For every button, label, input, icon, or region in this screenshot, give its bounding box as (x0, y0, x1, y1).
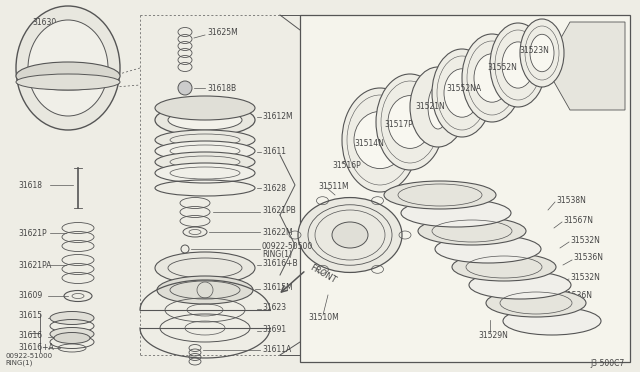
Text: 31538N: 31538N (556, 196, 586, 205)
Text: 31532N: 31532N (570, 273, 600, 282)
Ellipse shape (435, 235, 541, 263)
Ellipse shape (486, 289, 586, 317)
Ellipse shape (155, 152, 255, 172)
Ellipse shape (410, 67, 466, 147)
Text: 31516P: 31516P (332, 160, 361, 170)
Text: 31691: 31691 (262, 326, 286, 334)
Ellipse shape (474, 54, 510, 102)
Ellipse shape (428, 85, 448, 129)
Text: 31628: 31628 (262, 183, 286, 192)
Ellipse shape (50, 311, 94, 324)
Text: 31616+B: 31616+B (262, 260, 298, 269)
Ellipse shape (490, 23, 546, 107)
Text: 31623: 31623 (262, 304, 286, 312)
Text: 31552NA: 31552NA (446, 83, 481, 93)
Text: 31611A: 31611A (262, 346, 291, 355)
Text: 31621P: 31621P (18, 228, 47, 237)
Text: 31523N: 31523N (519, 45, 549, 55)
Ellipse shape (298, 198, 402, 272)
Ellipse shape (502, 42, 534, 88)
Text: RING(1): RING(1) (5, 360, 33, 366)
Text: 31621PA: 31621PA (18, 260, 51, 269)
Ellipse shape (520, 19, 564, 87)
Ellipse shape (155, 252, 255, 284)
Text: 31630: 31630 (33, 17, 57, 26)
Circle shape (178, 81, 192, 95)
Ellipse shape (16, 74, 120, 90)
Ellipse shape (388, 96, 432, 148)
Ellipse shape (432, 49, 492, 137)
Ellipse shape (28, 20, 108, 116)
Ellipse shape (155, 130, 255, 150)
Ellipse shape (530, 34, 554, 72)
Text: 31621PB: 31621PB (262, 205, 296, 215)
Text: 31611: 31611 (262, 147, 286, 155)
Ellipse shape (376, 74, 444, 170)
Ellipse shape (384, 181, 496, 209)
Ellipse shape (54, 333, 90, 343)
Text: FRONT: FRONT (308, 263, 337, 285)
Text: 31567N: 31567N (563, 215, 593, 224)
Text: 31529N: 31529N (478, 330, 508, 340)
Bar (300, 15, 630, 362)
Text: 31532N: 31532N (570, 235, 600, 244)
Ellipse shape (50, 327, 94, 340)
Ellipse shape (444, 69, 480, 117)
Ellipse shape (503, 307, 601, 335)
Text: 31552N: 31552N (487, 62, 517, 71)
Text: 31536N: 31536N (573, 253, 603, 263)
Ellipse shape (16, 62, 120, 90)
Text: 31609: 31609 (18, 292, 42, 301)
Text: 31615M: 31615M (262, 283, 292, 292)
Polygon shape (545, 22, 625, 110)
Text: RING(1): RING(1) (262, 250, 292, 259)
Text: 31618B: 31618B (207, 83, 236, 93)
Text: 00922-50500: 00922-50500 (262, 241, 313, 250)
Ellipse shape (469, 271, 571, 299)
Ellipse shape (168, 110, 242, 130)
Text: 31616+A: 31616+A (18, 343, 54, 353)
Text: 31511M: 31511M (318, 182, 349, 190)
Text: 00922-51000: 00922-51000 (5, 353, 52, 359)
Ellipse shape (332, 222, 368, 248)
Text: 31618: 31618 (18, 180, 42, 189)
Text: 31510M: 31510M (308, 314, 339, 323)
Text: J3 500C7: J3 500C7 (591, 359, 625, 369)
Ellipse shape (155, 141, 255, 161)
Ellipse shape (452, 253, 556, 281)
Text: 31625M: 31625M (207, 28, 237, 36)
Ellipse shape (342, 88, 418, 192)
Ellipse shape (418, 217, 526, 245)
Ellipse shape (462, 34, 522, 122)
Text: 31536N: 31536N (562, 292, 592, 301)
Text: 31514N: 31514N (354, 138, 384, 148)
Text: 31521N: 31521N (415, 102, 445, 110)
Text: 31517P: 31517P (384, 119, 413, 128)
Text: 31616: 31616 (18, 331, 42, 340)
Ellipse shape (155, 96, 255, 120)
Ellipse shape (16, 6, 120, 130)
Text: 31622M: 31622M (262, 228, 292, 237)
Ellipse shape (155, 104, 255, 136)
Text: 31615: 31615 (18, 311, 42, 321)
Ellipse shape (157, 276, 253, 304)
Ellipse shape (401, 199, 511, 227)
Ellipse shape (354, 111, 406, 169)
Ellipse shape (155, 163, 255, 183)
Text: 31612M: 31612M (262, 112, 292, 121)
